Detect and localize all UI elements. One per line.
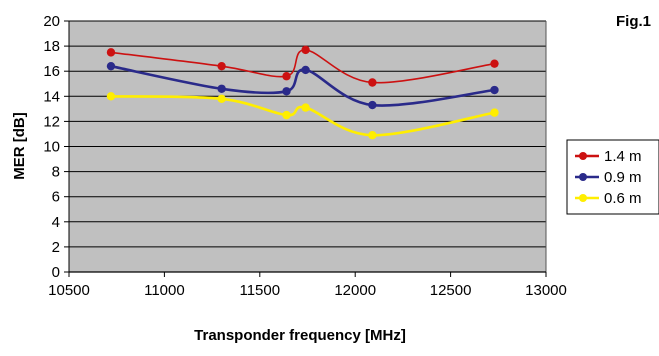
legend: 1.4 m 0.9 m 0.6 m — [566, 139, 659, 215]
data-point-1-4-m — [301, 45, 310, 55]
legend-label: 0.6 m — [604, 190, 642, 207]
x-tick-label: 13000 — [525, 282, 567, 299]
y-tick-label: 12 — [43, 113, 60, 130]
y-tick-label: 6 — [52, 189, 60, 206]
y-tick-label: 18 — [43, 38, 60, 55]
data-point-1-4-m — [217, 61, 226, 71]
y-tick-label: 0 — [52, 264, 60, 281]
data-point-0-6-m — [106, 92, 116, 101]
y-tick-label: 20 — [43, 13, 60, 30]
legend-marker — [579, 173, 587, 181]
legend-marker — [579, 152, 587, 160]
series-line-0-9-m — [110, 64, 495, 107]
y-tick-label: 14 — [43, 88, 60, 105]
data-point-0-9-m — [282, 87, 291, 96]
y-tick-label: 16 — [43, 63, 60, 80]
data-point-0-6-m — [217, 94, 226, 104]
y-tick-label: 8 — [52, 164, 60, 181]
axes: 0 2 4 6 8 10 12 14 16 18 20 10500 11000 11500 12000 125… — [43, 13, 567, 299]
data-point-1-4-m — [368, 78, 377, 87]
data-point-0-6-m — [368, 131, 377, 140]
data-point-0-9-m — [106, 61, 116, 71]
y-tick-label: 4 — [52, 214, 60, 231]
x-tick-label: 11000 — [144, 282, 185, 299]
plot-area — [68, 20, 547, 273]
data-point-0-9-m — [301, 65, 310, 75]
x-tick-label: 12500 — [430, 282, 472, 299]
data-point-0-9-m — [368, 100, 377, 110]
x-tick-label: 12000 — [334, 282, 376, 299]
data-point-0-9-m — [217, 84, 226, 93]
figure-label: Fig.1 — [616, 13, 651, 30]
series-line-0-6-m — [110, 95, 495, 137]
x-tick-label: 11500 — [239, 282, 280, 299]
legend-label: 1.4 m — [604, 148, 642, 165]
legend-label: 0.9 m — [604, 169, 642, 186]
data-point-0-6-m — [282, 110, 291, 120]
y-tick-label: 10 — [43, 139, 60, 156]
data-point-0-6-m — [301, 103, 310, 112]
data-point-0-9-m — [490, 85, 499, 95]
x-axis-label: Transponder frequency [MHz] — [194, 327, 406, 344]
series-lines — [106, 45, 499, 140]
data-point-1-4-m — [490, 59, 499, 68]
data-point-1-4-m — [106, 48, 116, 57]
y-tick-label: 2 — [52, 239, 60, 256]
x-tick-label: 10500 — [48, 282, 90, 299]
series-line-1-4-m — [110, 49, 495, 84]
legend-marker — [579, 194, 587, 202]
data-point-1-4-m — [282, 72, 291, 81]
y-axis-label: MER [dB] — [11, 112, 28, 180]
data-point-0-6-m — [490, 108, 499, 117]
